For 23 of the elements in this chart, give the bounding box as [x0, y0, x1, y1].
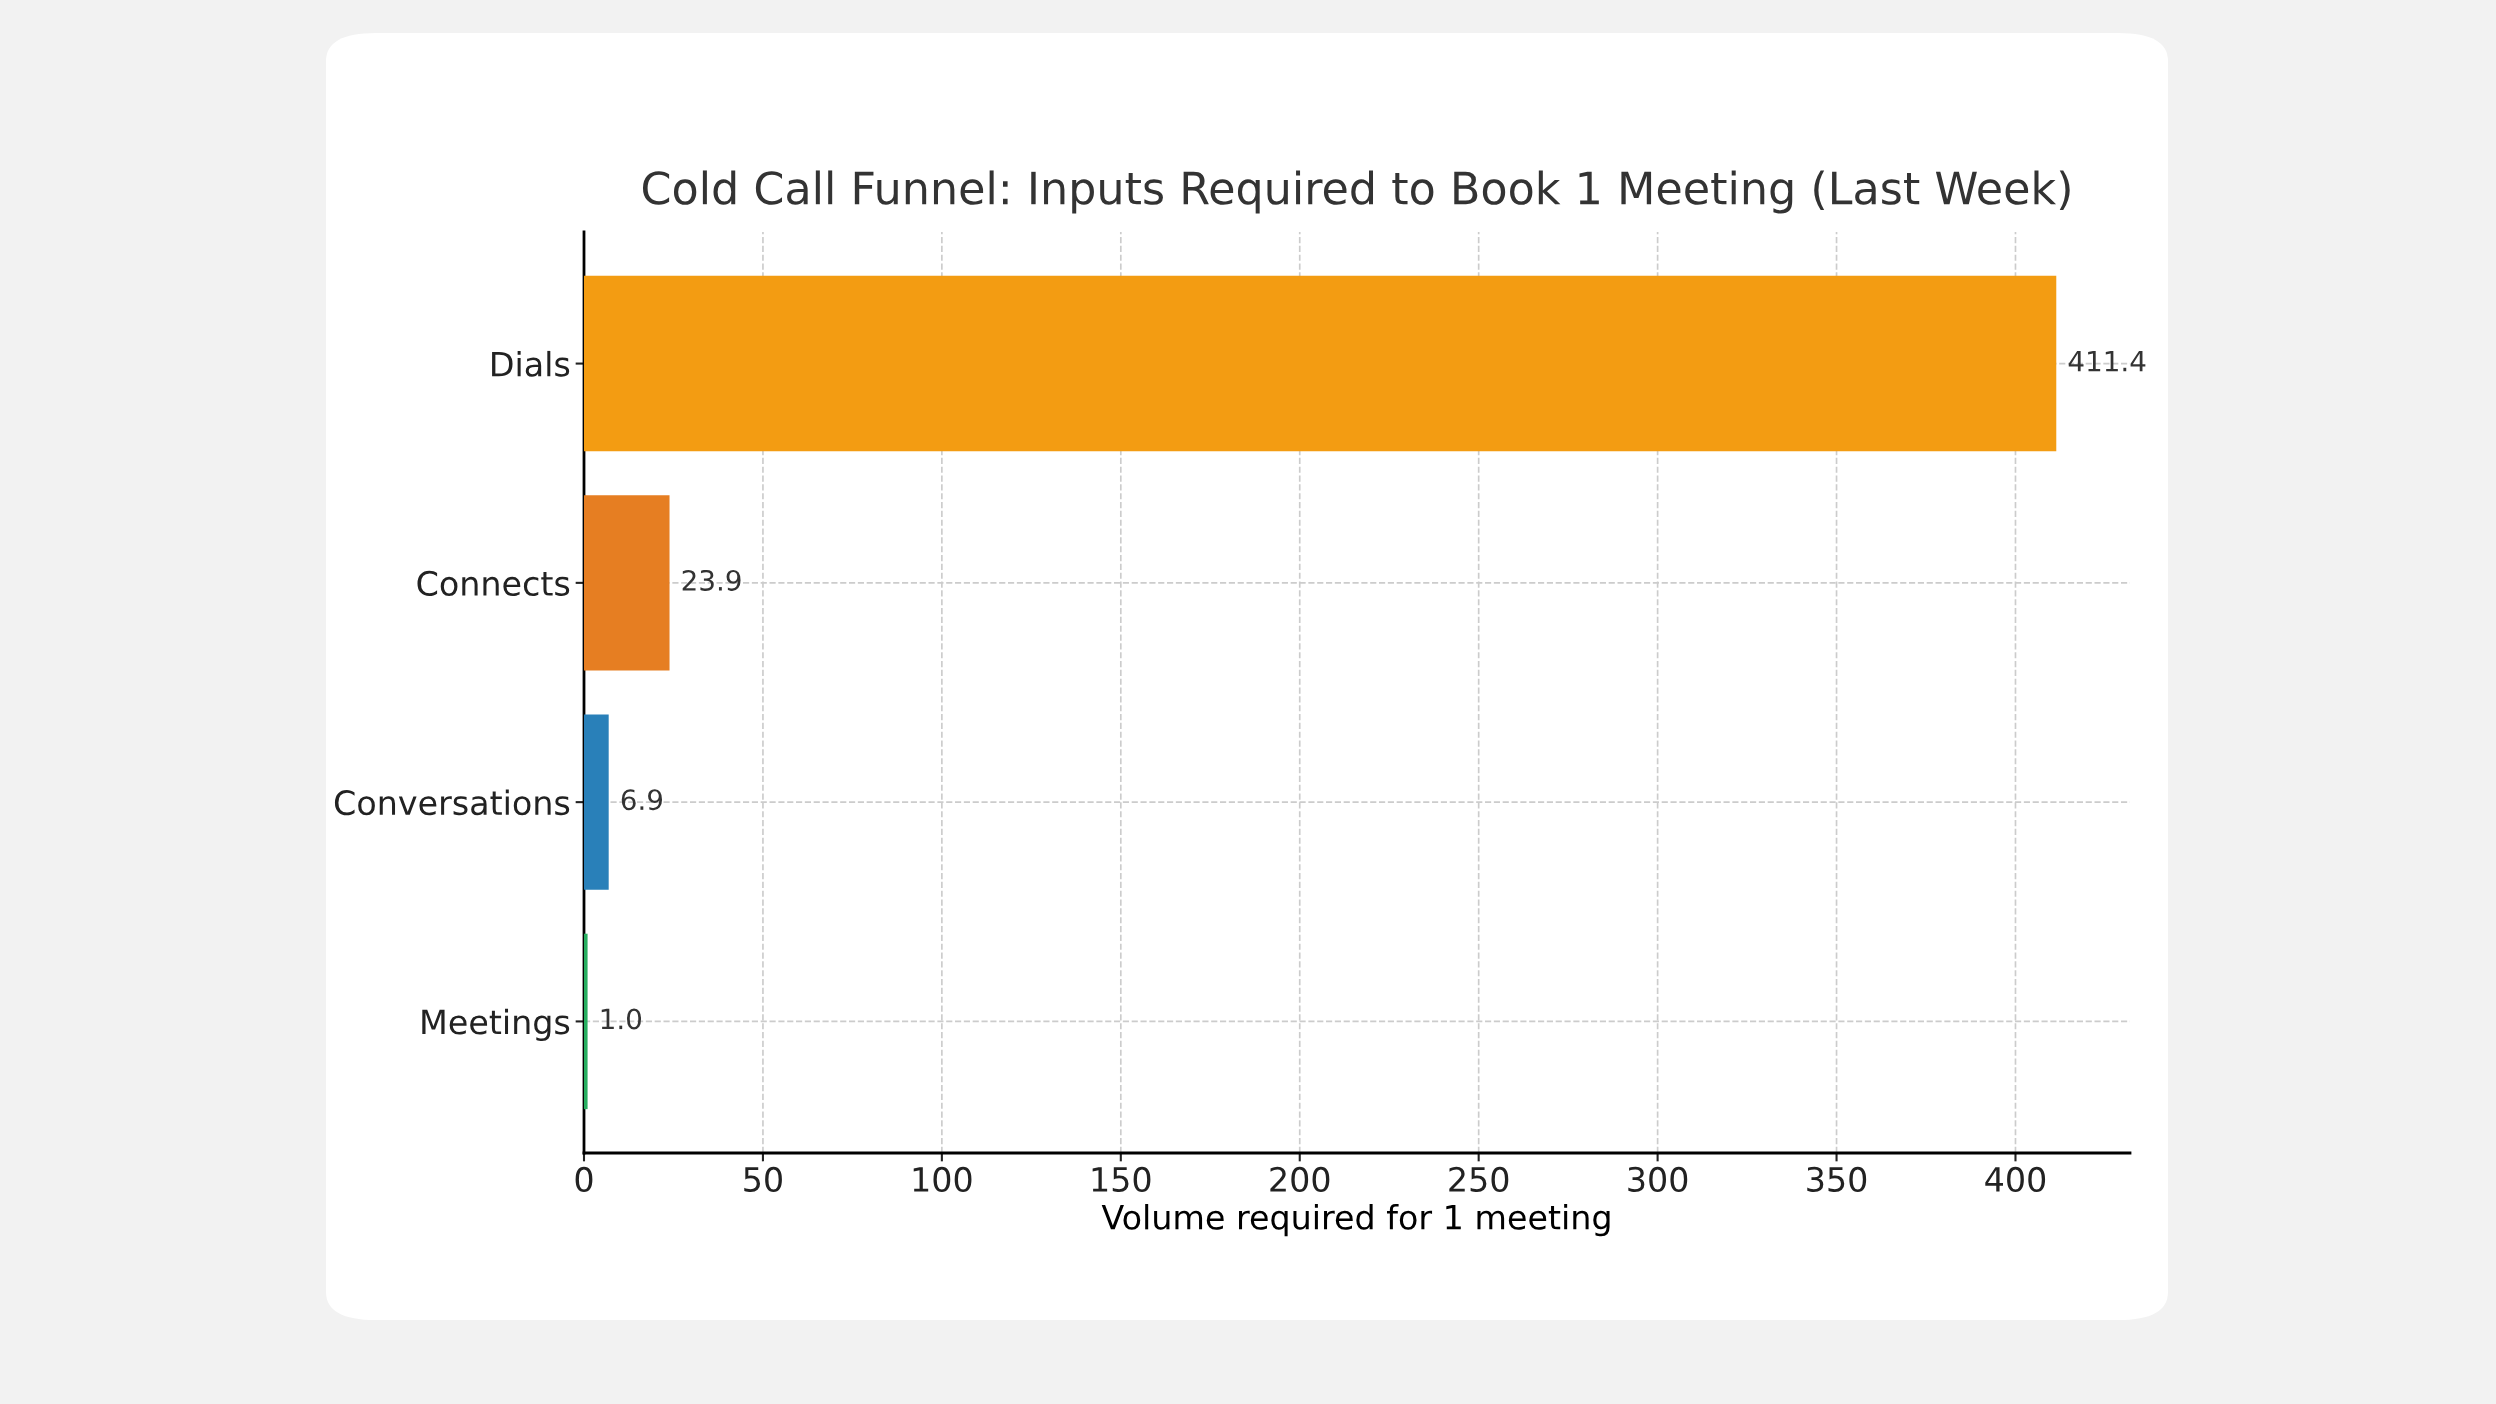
y-tick-label: Meetings — [422, 1008, 570, 1042]
y-tick-label: Connects — [417, 570, 570, 596]
data-label: 411.4 — [2068, 350, 2146, 372]
x-tick-label: 50 — [744, 1166, 782, 1192]
y-tick-label: Conversations — [334, 789, 570, 816]
data-label: 6.9 — [621, 789, 663, 811]
bar — [584, 933, 588, 1110]
data-label: 1.0 — [601, 1008, 642, 1030]
x-tick-label: 350 — [1807, 1166, 1867, 1192]
data-label: 23.9 — [682, 569, 741, 591]
x-axis-title: Volume required for 1 meeting — [1101, 1204, 1610, 1237]
chart-title: Cold Call Funnel: Inputs Required to Book 1 Meeting (Last Week) — [642, 170, 2070, 214]
bar — [584, 495, 670, 671]
bar — [584, 714, 609, 890]
x-tick-label: 200 — [1270, 1166, 1330, 1192]
x-tick-label: 0 — [575, 1166, 593, 1192]
x-tick-label: 100 — [913, 1166, 972, 1192]
x-tick-label: 400 — [1985, 1166, 2046, 1192]
x-tick-label: 250 — [1449, 1166, 1509, 1192]
bar — [584, 275, 2057, 452]
x-tick-label: 300 — [1628, 1166, 1688, 1192]
y-tick-label: Dials — [492, 350, 570, 377]
x-tick-label: 150 — [1092, 1166, 1151, 1192]
